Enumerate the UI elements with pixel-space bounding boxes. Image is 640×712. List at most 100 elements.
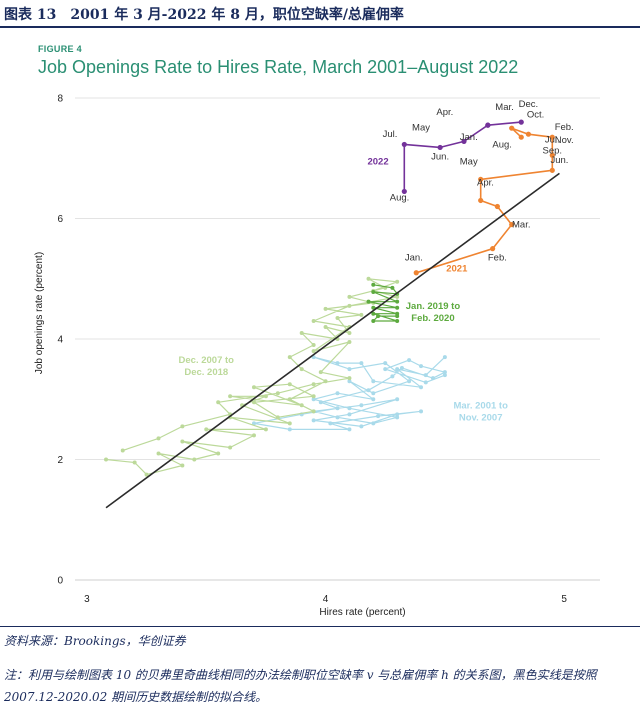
period-annotation: Dec. 2007 to	[179, 355, 235, 366]
data-point	[359, 403, 364, 408]
data-point	[518, 134, 524, 140]
data-point	[401, 141, 407, 148]
data-point	[335, 391, 340, 396]
data-point	[347, 412, 352, 417]
data-point	[347, 303, 352, 308]
data-point	[347, 367, 352, 372]
data-point	[419, 385, 424, 390]
data-point	[347, 340, 352, 345]
data-point	[366, 388, 371, 393]
data-point	[371, 391, 376, 396]
data-point	[104, 457, 109, 462]
data-point	[287, 397, 292, 402]
data-point	[275, 391, 280, 396]
x-tick-label: 5	[561, 594, 567, 605]
data-point	[359, 424, 364, 429]
month-label-2022: Apr.	[436, 107, 453, 118]
data-point	[323, 306, 328, 311]
x-tick-label: 4	[323, 594, 329, 605]
source-note: 资料来源：Brookings，华创证券	[4, 634, 186, 648]
data-point	[383, 361, 388, 366]
data-point	[485, 122, 491, 128]
x-axis-title: Hires rate (percent)	[319, 607, 405, 618]
chart-title: Job Openings Rate to Hires Rate, March 2…	[38, 57, 519, 77]
data-point	[366, 299, 371, 304]
data-point	[442, 370, 447, 375]
data-point	[192, 457, 197, 462]
title-divider	[0, 26, 640, 28]
data-point	[509, 221, 515, 228]
axis-layer: 0 2 4 6 8 3 4 5 Hires rate (percent) Job openings…	[34, 94, 567, 618]
data-point	[371, 282, 376, 287]
data-point	[399, 365, 404, 370]
period-annotation: 2021	[446, 264, 468, 275]
data-point	[287, 355, 292, 360]
data-point	[494, 203, 500, 210]
data-point	[442, 355, 447, 360]
data-point	[323, 379, 328, 384]
data-point	[407, 358, 412, 363]
data-point	[395, 318, 400, 323]
data-point	[347, 406, 352, 411]
data-point	[371, 305, 376, 310]
data-point	[371, 397, 376, 402]
data-point	[549, 134, 555, 140]
data-point	[311, 382, 316, 387]
data-point	[328, 421, 333, 426]
month-label-2021: Mar.	[512, 220, 530, 231]
data-point	[371, 421, 376, 426]
data-point	[383, 367, 388, 372]
month-label-2021: Jul.	[545, 135, 560, 146]
report-figure-title: 图表 13 2001 年 3 月-2022 年 8 月，职位空缺率/总雇佣率	[4, 7, 404, 23]
fit-line	[105, 172, 560, 509]
footer-divider	[0, 626, 640, 627]
data-point	[395, 305, 400, 310]
data-point	[371, 311, 376, 316]
footnote: 注：利用与绘制图表 10 的贝弗里奇曲线相同的办法绘制职位空缺率 v 与总雇佣率…	[4, 668, 597, 704]
data-point	[318, 370, 323, 375]
data-point	[359, 312, 364, 317]
data-point	[263, 427, 268, 432]
figure-number: FIGURE 4	[38, 44, 82, 54]
month-label-2021: May	[460, 156, 478, 167]
data-point	[518, 119, 524, 125]
series-period_2007	[104, 276, 400, 477]
period-annotation: Feb. 2020	[411, 313, 454, 324]
data-point	[228, 445, 233, 450]
data-point	[549, 152, 555, 158]
series-period_2001	[251, 355, 447, 432]
data-point	[423, 373, 428, 378]
data-point	[335, 315, 340, 320]
data-point	[419, 364, 424, 369]
data-point	[323, 324, 328, 329]
data-point	[390, 285, 395, 290]
y-axis-title: Job openings rate (percent)	[34, 252, 45, 374]
data-point	[251, 400, 256, 405]
month-label-2022: May	[412, 123, 430, 134]
month-label-2022: Jul.	[383, 129, 398, 140]
data-point	[228, 394, 233, 399]
series-line	[105, 278, 398, 476]
y-tick-label: 6	[57, 214, 63, 225]
data-point	[204, 427, 209, 432]
data-point	[287, 427, 292, 432]
data-point	[347, 379, 352, 384]
month-label-2021: Sep.	[542, 145, 562, 156]
month-label-2021: Jun.	[550, 155, 568, 166]
data-point	[376, 314, 381, 319]
month-label-2022: Jan.	[460, 132, 478, 143]
data-point	[478, 176, 484, 182]
data-point	[347, 294, 352, 299]
month-label-2022: Feb.	[555, 122, 574, 133]
y-tick-label: 0	[57, 576, 63, 587]
month-label-2021: Aug.	[492, 139, 512, 150]
data-point	[549, 167, 555, 173]
data-point	[263, 394, 268, 399]
data-point	[299, 403, 304, 408]
data-point	[180, 439, 185, 444]
data-point	[376, 414, 381, 419]
data-point	[287, 421, 292, 426]
period-annotation: 2022	[367, 156, 388, 167]
data-point	[156, 451, 161, 456]
data-point	[251, 433, 256, 438]
